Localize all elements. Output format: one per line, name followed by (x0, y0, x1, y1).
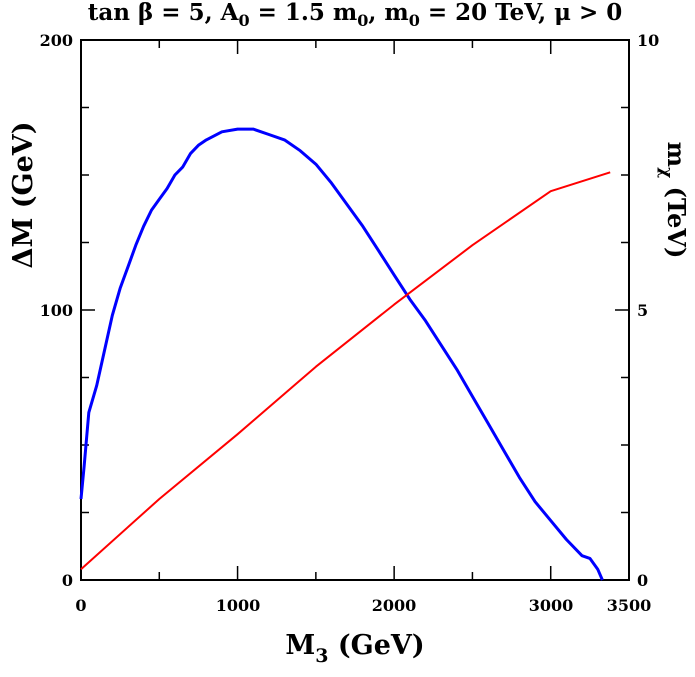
y-left-tick-label: 100 (40, 301, 73, 320)
y-right-tick-label: 0 (637, 571, 648, 590)
y-left-tick-label: 200 (40, 31, 73, 50)
x-tick-label: 3000 (529, 596, 574, 615)
chart-title: tan β = 5, A0 = 1.5 m0, m0 = 20 TeV, μ >… (88, 0, 623, 30)
x-tick-label: 3500 (607, 596, 652, 615)
series-lines (79, 127, 611, 581)
mass-splitting-line (79, 127, 604, 581)
y-left-axis-label: ΔM (GeV) (8, 122, 39, 269)
y-right-tick-label: 10 (637, 31, 659, 50)
x-tick-label: 0 (75, 596, 86, 615)
y-left-tick-label: 0 (62, 571, 73, 590)
neutralino-mass-line (80, 171, 611, 570)
plot-frame (80, 39, 630, 581)
y-right-axis-label: mχ (TeV) (656, 142, 691, 259)
x-tick-label: 2000 (372, 596, 417, 615)
x-tick-label: 1000 (216, 596, 261, 615)
axis-ticks (80, 39, 630, 581)
x-axis-label: M3 (GeV) (285, 630, 424, 667)
y-right-tick-label: 5 (637, 301, 648, 320)
